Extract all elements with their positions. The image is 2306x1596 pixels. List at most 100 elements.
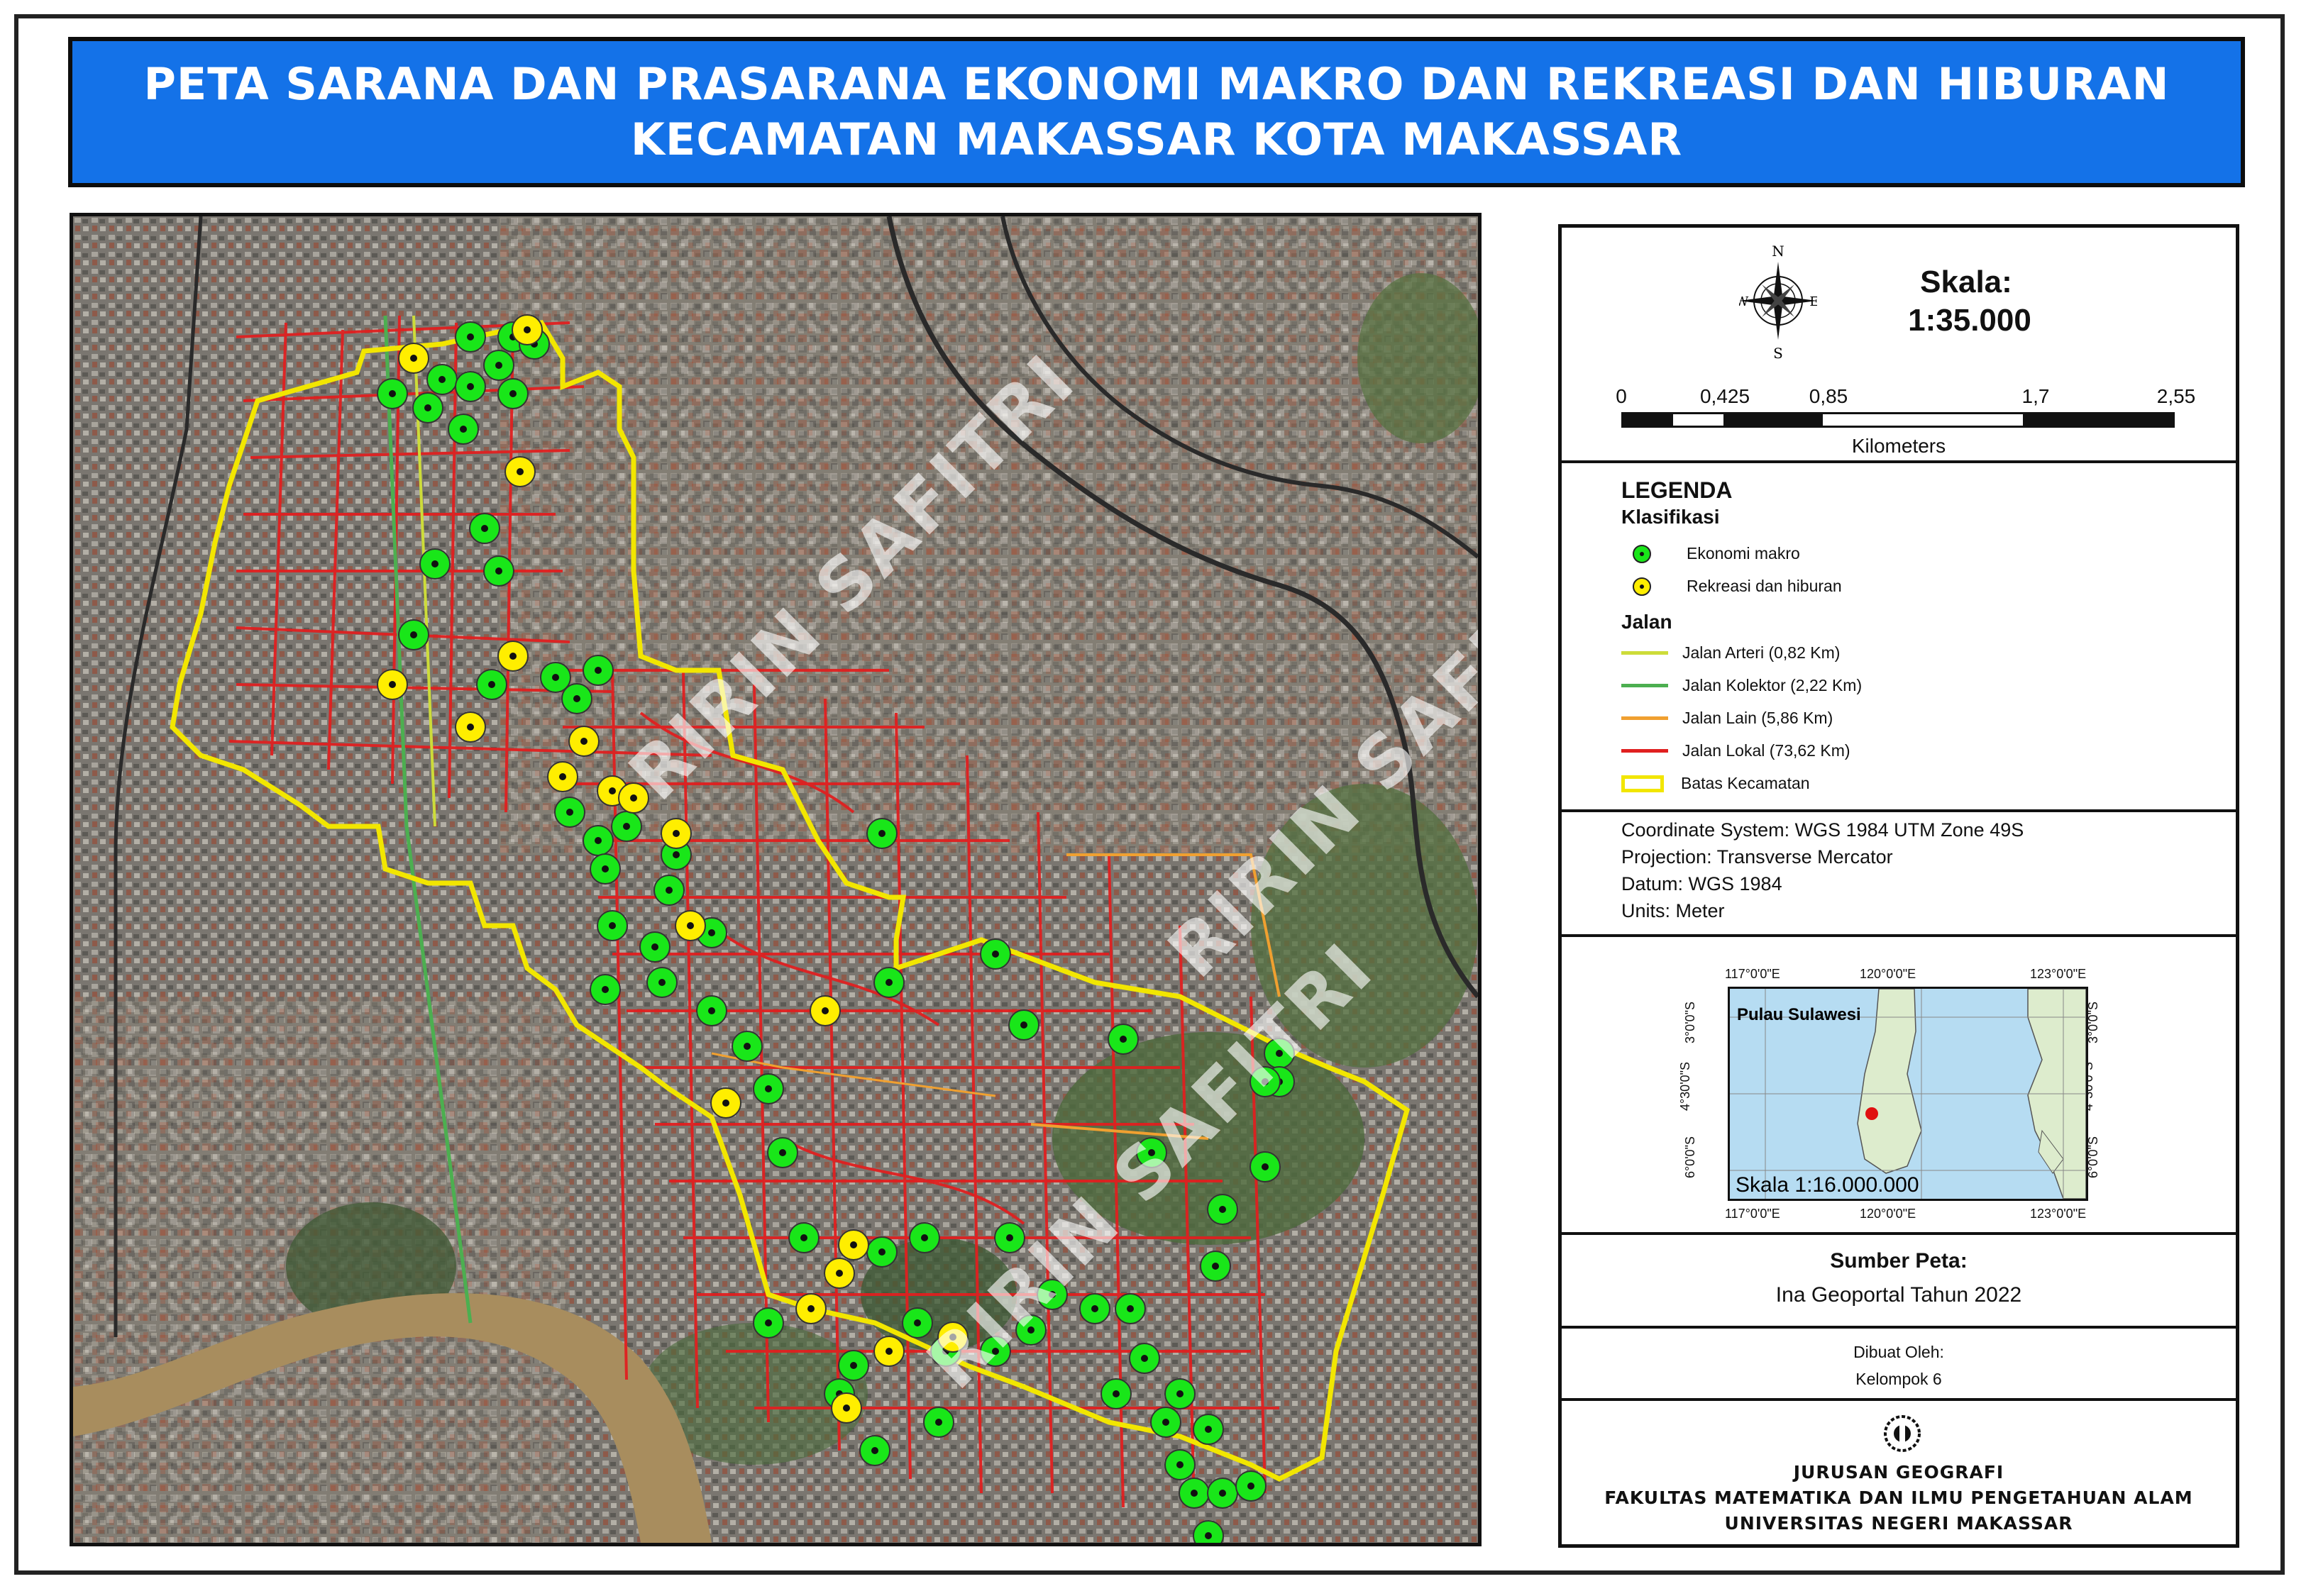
point-center (1262, 1078, 1269, 1085)
point-center (836, 1270, 843, 1277)
inset-lat-label: 3°0'0"S (1683, 1001, 1698, 1044)
scale-tick: 0 (1616, 385, 1627, 407)
point-center (438, 376, 446, 383)
point-center (687, 922, 694, 929)
source-title: Sumber Peta: (1830, 1249, 1968, 1273)
datum: Datum: WGS 1984 (1621, 873, 1782, 894)
point-center (1141, 1355, 1148, 1362)
point-center (914, 1319, 921, 1326)
point-center (1262, 1163, 1269, 1170)
point-center (886, 979, 893, 986)
inset-lon-label: 117°0'0"E (1725, 1207, 1780, 1221)
map-view[interactable]: RIRIN SAFITRI RIRIN SAFITRI RIRIN SAFITR… (70, 213, 1482, 1546)
legend-item-label: Batas Kecamatan (1681, 774, 1810, 792)
point-center (1176, 1390, 1184, 1397)
point-center (1091, 1305, 1098, 1312)
district-boundary (170, 320, 1411, 1482)
scale-unit: Kilometers (1851, 435, 1946, 457)
local-road-icon (1621, 749, 1668, 753)
point-center (1162, 1419, 1169, 1426)
district-boundary-icon (1621, 775, 1664, 792)
scale-tick: 1,7 (2021, 385, 2050, 407)
point-center (1219, 1490, 1226, 1497)
yellow-point-icon (1633, 577, 1651, 596)
point-center (602, 865, 609, 872)
point-center (1027, 1326, 1035, 1334)
point-center (992, 951, 999, 958)
point-center (559, 773, 566, 780)
source-section: Sumber Peta: Ina Geoportal Tahun 2022 (1562, 1235, 2236, 1329)
inset-lon-label: 120°0'0"E (1860, 967, 1916, 981)
inset-scale-label: Skala 1:16.000.000 (1736, 1173, 1919, 1197)
legend-item-label: Jalan Lain (5,86 Km) (1682, 709, 1833, 727)
point-center (517, 468, 524, 475)
point-center (509, 653, 517, 660)
legend-road-heading: Jalan (1621, 611, 1672, 633)
green-point-icon (1633, 544, 1651, 563)
scale-label: Skala: (1920, 265, 2012, 299)
point-center (1148, 1149, 1155, 1156)
point-center (708, 929, 715, 936)
scale-section: N S E W Skala: 1:35.000 0 0,425 0,85 1,7… (1562, 228, 2236, 463)
faculty-name: FAKULTAS MATEMATIKA DAN ILMU PENGETAHUAN… (1604, 1487, 2193, 1508)
point-center (921, 1234, 928, 1241)
made-by-section: Dibuat Oleh: Kelompok 6 (1562, 1329, 2236, 1401)
satellite-map (73, 216, 1478, 1543)
legend-item-label: Rekreasi dan hiburan (1687, 577, 1842, 595)
point-center (850, 1241, 857, 1248)
legend-item-ekonomi-makro: Ekonomi makro (1621, 544, 1800, 563)
legend-section: LEGENDA Klasifikasi Ekonomi makro Rekrea… (1562, 463, 2236, 812)
legend-item-label: Ekonomi makro (1687, 544, 1800, 563)
location-marker-icon (1865, 1107, 1878, 1120)
point-center (878, 1248, 886, 1256)
point-center (410, 631, 417, 638)
point-center (460, 426, 467, 433)
point-center (992, 1348, 999, 1355)
point-center (481, 525, 488, 532)
point-center (509, 390, 517, 397)
point-center (609, 922, 616, 929)
point-center (552, 674, 559, 681)
institution-section: JURUSAN GEOGRAFI FAKULTAS MATEMATIKA DAN… (1562, 1401, 2236, 1544)
inset-lat-label: 3°0'0"S (2086, 1001, 2101, 1044)
compass-rose-icon: N S E W (1739, 243, 1817, 361)
point-center (765, 1085, 772, 1092)
point-center (1247, 1483, 1254, 1490)
point-center (673, 851, 680, 858)
inset-lon-label: 120°0'0"E (1860, 1207, 1916, 1221)
point-center (843, 1404, 850, 1412)
source-value: Ina Geoportal Tahun 2022 (1775, 1283, 2022, 1307)
legend-panel: N S E W Skala: 1:35.000 0 0,425 0,85 1,7… (1558, 224, 2239, 1548)
inset-map: Pulau Sulawesi Skala 1:16.000.000 (1728, 987, 2088, 1201)
point-center (800, 1234, 807, 1241)
scale-bar (1621, 412, 2175, 428)
point-center (602, 986, 609, 993)
point-center (1205, 1426, 1212, 1433)
point-center (666, 887, 673, 894)
university-logo-icon (1884, 1415, 1921, 1452)
scale-tick: 0,425 (1699, 385, 1750, 407)
point-center (673, 830, 680, 837)
point-center (467, 724, 474, 731)
point-center (1049, 1291, 1056, 1298)
map-title-line-1: PETA SARANA DAN PRASARANA EKONOMI MAKRO … (143, 58, 2170, 110)
point-center (949, 1334, 956, 1341)
point-center (389, 681, 396, 688)
point-center (424, 404, 431, 411)
legend-item-jalan-lain: Jalan Lain (5,86 Km) (1621, 709, 1833, 728)
inset-lat-label: 4°30'0"S (1678, 1061, 1693, 1112)
point-center (467, 333, 474, 340)
inset-lon-label: 123°0'0"E (2030, 1207, 2087, 1221)
compass-south-label: S (1773, 345, 1783, 361)
scale-tick: 0,85 (1809, 385, 1848, 407)
point-center (495, 362, 502, 369)
point-center (807, 1305, 815, 1312)
projection: Projection: Transverse Mercator (1621, 846, 1893, 868)
point-center (1020, 1021, 1027, 1029)
legend-classification-heading: Klasifikasi (1621, 506, 1720, 528)
scale-ratio: 1:35.000 (1908, 303, 2031, 338)
point-center (1113, 1390, 1120, 1397)
legend-item-label: Jalan Lokal (73,62 Km) (1682, 741, 1850, 760)
point-center (488, 681, 495, 688)
point-center (744, 1043, 751, 1050)
